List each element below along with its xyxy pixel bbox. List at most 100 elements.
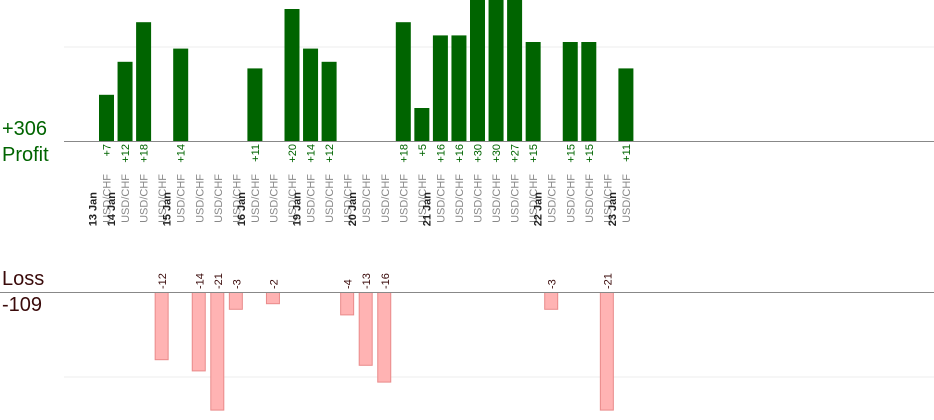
loss-bar <box>191 292 206 372</box>
profit-bar <box>99 94 114 141</box>
pair-label: USD/CHF <box>231 174 243 223</box>
profit-bar <box>451 35 467 141</box>
pair-label: USD/CHF <box>528 174 540 223</box>
profit-value-label: +15 <box>565 144 577 163</box>
profit-bar <box>395 22 411 142</box>
profit-value-label: +12 <box>120 144 132 163</box>
profit-bar <box>284 9 300 141</box>
loss-bar <box>228 292 243 310</box>
profit-bar <box>581 42 597 141</box>
date-label: 15 Jan <box>162 192 174 227</box>
profit-value-label: +16 <box>435 144 447 163</box>
pair-label: USD/CHF <box>584 174 596 223</box>
profit-value-label: +16 <box>454 144 466 163</box>
pair-label: USD/CHF <box>287 174 299 223</box>
profit-value-label: +18 <box>398 144 410 163</box>
loss-value-label: -13 <box>361 273 373 289</box>
loss-value-label: -21 <box>602 273 614 289</box>
profit-bar <box>117 61 133 141</box>
profit-bar <box>247 68 263 141</box>
loss-value-label: -14 <box>194 273 206 289</box>
pair-label: USD/CHF <box>621 174 633 223</box>
pair-label: USD/CHF <box>157 174 169 223</box>
profit-bar <box>136 22 152 142</box>
loss-value-label: -2 <box>268 279 280 289</box>
profit-value-label: +7 <box>102 144 114 157</box>
profit-value-label: +14 <box>176 144 188 163</box>
date-label: 14 Jan <box>106 192 118 227</box>
pair-label: USD/CHF <box>139 174 151 223</box>
loss-label: Loss <box>2 268 45 290</box>
loss-value-label: -21 <box>213 273 225 289</box>
date-label: 23 Jan <box>607 192 619 227</box>
profit-value-label: +27 <box>510 144 522 163</box>
loss-value-label: -12 <box>157 273 169 289</box>
profit-bar <box>562 42 578 141</box>
pair-label: USD/CHF <box>361 174 373 223</box>
profit-value-label: +11 <box>621 144 633 162</box>
pair-label: USD/CHF <box>398 174 410 223</box>
pair-label: USD/CHF <box>491 174 503 223</box>
pair-label: USD/CHF <box>213 174 225 223</box>
profit-label: Profit <box>2 144 49 166</box>
loss-bar <box>599 292 614 411</box>
profit-value-label: +30 <box>491 144 503 163</box>
profit-value-label: +30 <box>473 144 485 163</box>
date-label: 22 Jan <box>533 192 545 227</box>
profit-value-label: +15 <box>528 144 540 163</box>
profit-bar <box>618 68 634 141</box>
loss-total: -109 <box>2 294 43 316</box>
profit-bar <box>507 0 523 141</box>
pair-label: USD/CHF <box>473 174 485 223</box>
profit-bar <box>414 108 430 141</box>
pair-label: USD/CHF <box>435 174 447 223</box>
profit-value-label: +5 <box>417 144 429 157</box>
date-label: 13 Jan <box>88 192 100 227</box>
pair-label: USD/CHF <box>176 174 188 223</box>
pair-label: USD/CHF <box>565 174 577 223</box>
pair-label: USD/CHF <box>194 174 206 223</box>
pair-label: USD/CHF <box>454 174 466 223</box>
loss-bar <box>544 292 559 310</box>
loss-bar <box>265 292 280 305</box>
pair-label: USD/CHF <box>306 174 318 223</box>
date-label: 21 Jan <box>421 192 433 227</box>
pair-label: USD/CHF <box>510 174 522 223</box>
profit-value-label: +14 <box>306 144 318 163</box>
loss-value-label: -4 <box>343 279 355 289</box>
profit-value-label: +11 <box>250 144 262 162</box>
pair-label: USD/CHF <box>120 174 132 223</box>
loss-value-label: -16 <box>380 273 392 289</box>
profit-value-label: +15 <box>584 144 596 163</box>
loss-value-label: -3 <box>231 279 243 289</box>
profit-total: +306 <box>2 118 48 140</box>
profit-bar <box>321 61 337 141</box>
loss-bar <box>154 292 169 361</box>
pair-label: USD/CHF <box>343 174 355 223</box>
profit-bar <box>173 48 189 141</box>
profit-bar <box>488 0 504 141</box>
pair-label: USD/CHF <box>547 174 559 223</box>
loss-bar <box>340 292 355 316</box>
pair-label: USD/CHF <box>324 174 336 223</box>
date-label: 16 Jan <box>236 192 248 227</box>
pair-label: USD/CHF <box>268 174 280 223</box>
loss-bar <box>358 292 373 366</box>
date-label: 19 Jan <box>292 192 304 227</box>
profit-value-label: +18 <box>139 144 151 163</box>
pair-label: USD/CHF <box>102 174 114 223</box>
profit-value-label: +12 <box>324 144 336 163</box>
profit-value-label: +20 <box>287 144 299 163</box>
pair-label: USD/CHF <box>250 174 262 223</box>
profit-bar <box>470 0 485 141</box>
loss-bar <box>377 292 392 383</box>
profit-bar <box>303 48 319 141</box>
pair-label: USD/CHF <box>602 174 614 223</box>
profit-bar <box>525 42 541 141</box>
loss-bar <box>210 292 225 411</box>
loss-value-label: -3 <box>547 279 559 289</box>
profit-bar <box>432 35 448 141</box>
pair-label: USD/CHF <box>380 174 392 223</box>
date-label: 20 Jan <box>347 192 359 227</box>
